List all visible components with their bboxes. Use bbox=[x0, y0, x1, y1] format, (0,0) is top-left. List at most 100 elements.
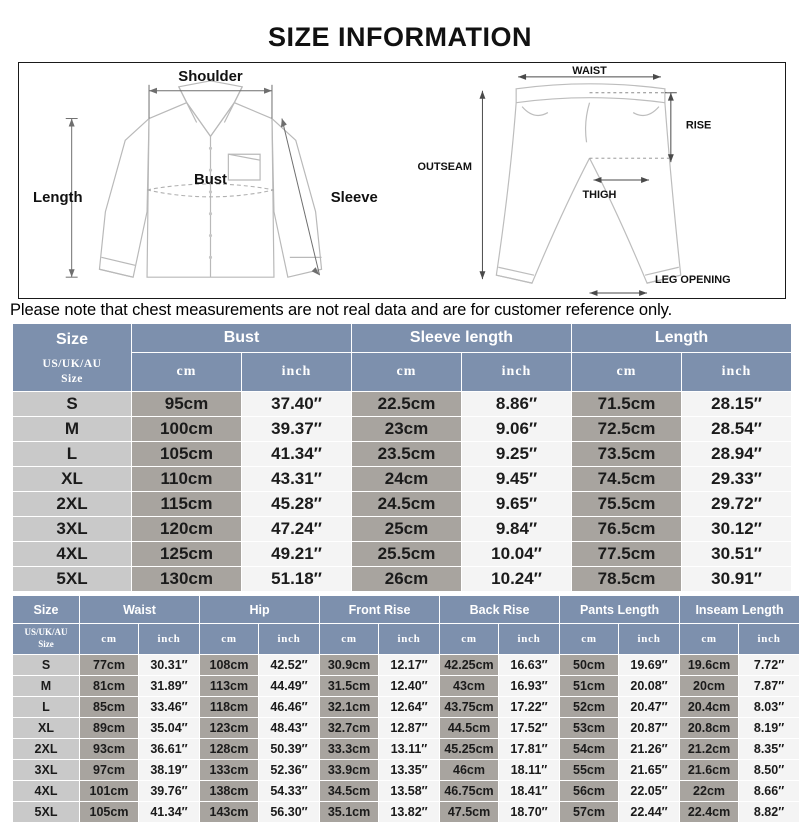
header2-size-sub-line1: US/UK/AU bbox=[24, 627, 68, 638]
header2-unit-inch-hip: inch bbox=[259, 624, 320, 654]
header-unit-inch-sleeve: inch bbox=[462, 353, 571, 391]
cell-cm: 76.5cm bbox=[572, 517, 681, 541]
cell-inch: 46.46″ bbox=[259, 697, 320, 717]
table-row: L 105cm 41.34″ 23.5cm 9.25″ 73.5cm 28.94″ bbox=[13, 442, 792, 466]
cell-cm: 77.5cm bbox=[572, 542, 681, 566]
cell-inch: 30.12″ bbox=[682, 517, 792, 541]
table-header-unit-row: cm inch cm inch cm inch bbox=[13, 353, 792, 391]
cell-inch: 13.35″ bbox=[379, 760, 440, 780]
cell-inch: 8.35″ bbox=[739, 739, 800, 759]
cell-size: XL bbox=[13, 718, 79, 738]
cell-inch: 18.41″ bbox=[499, 781, 560, 801]
cell-inch: 20.47″ bbox=[619, 697, 680, 717]
cell-inch: 28.15″ bbox=[682, 392, 792, 416]
cell-inch: 50.39″ bbox=[259, 739, 320, 759]
cell-cm: 44.5cm bbox=[440, 718, 499, 738]
cell-size: L bbox=[13, 442, 131, 466]
cell-size: 2XL bbox=[13, 739, 79, 759]
cell-cm: 56cm bbox=[560, 781, 619, 801]
header-size-label: Size bbox=[55, 331, 88, 348]
table-row: XL 110cm 43.31″ 24cm 9.45″ 74.5cm 29.33″ bbox=[13, 467, 792, 491]
cell-cm: 57cm bbox=[560, 802, 619, 822]
header-unit-cm-bust: cm bbox=[132, 353, 241, 391]
header2-size-sub-line2: Size bbox=[38, 639, 54, 649]
cell-cm: 130cm bbox=[132, 567, 241, 591]
table-row: M 100cm 39.37″ 23cm 9.06″ 72.5cm 28.54″ bbox=[13, 417, 792, 441]
cell-cm: 75.5cm bbox=[572, 492, 681, 516]
cell-inch: 19.69″ bbox=[619, 655, 680, 675]
cell-cm: 51cm bbox=[560, 676, 619, 696]
header2-unit-cm-inseam-length: cm bbox=[680, 624, 739, 654]
cell-inch: 36.61″ bbox=[139, 739, 199, 759]
cell-cm: 43cm bbox=[440, 676, 499, 696]
header2-unit-inch-pants-length: inch bbox=[619, 624, 680, 654]
header-group-hip: Hip bbox=[200, 596, 320, 623]
cell-cm: 74.5cm bbox=[572, 467, 681, 491]
bottom-table-body: S 77cm 30.31″ 108cm 42.52″ 30.9cm 12.17″ 42.25c… bbox=[13, 655, 800, 822]
cell-cm: 52cm bbox=[560, 697, 619, 717]
cell-cm: 54cm bbox=[560, 739, 619, 759]
cell-inch: 33.46″ bbox=[139, 697, 199, 717]
table2-header-unit-row: US/UK/AU Size cm inch cm inch cm inch cm… bbox=[13, 624, 800, 654]
cell-cm: 47.5cm bbox=[440, 802, 499, 822]
cell-cm: 20.8cm bbox=[680, 718, 739, 738]
cell-cm: 26cm bbox=[352, 567, 461, 591]
table-row: M 81cm 31.89″ 113cm 44.49″ 31.5cm 12.40″ 43cm 16… bbox=[13, 676, 800, 696]
cell-inch: 17.22″ bbox=[499, 697, 560, 717]
header-size-sub-line1: US/UK/AU bbox=[42, 358, 102, 370]
cell-inch: 20.87″ bbox=[619, 718, 680, 738]
cell-cm: 45.25cm bbox=[440, 739, 499, 759]
cell-inch: 7.72″ bbox=[739, 655, 800, 675]
cell-cm: 105cm bbox=[80, 802, 138, 822]
table-header-group-row: Size US/UK/AU Size Bust Sleeve length Leng… bbox=[13, 324, 792, 391]
pants-label-rise: RISE bbox=[686, 119, 711, 131]
shirt-label-shoulder: Shoulder bbox=[178, 69, 243, 85]
header2-unit-cm-pants-length: cm bbox=[560, 624, 619, 654]
cell-cm: 33.3cm bbox=[320, 739, 379, 759]
top-table-body: S 95cm 37.40″ 22.5cm 8.86″ 71.5cm 28.15″ M 100cm… bbox=[13, 392, 792, 591]
cell-cm: 143cm bbox=[200, 802, 258, 822]
cell-cm: 55cm bbox=[560, 760, 619, 780]
cell-size: 5XL bbox=[13, 802, 79, 822]
table-row: 4XL 101cm 39.76″ 138cm 54.33″ 34.5cm 13.58″ 46.… bbox=[13, 781, 800, 801]
cell-cm: 81cm bbox=[80, 676, 138, 696]
header-group-inseam-length: Inseam Length bbox=[680, 596, 800, 623]
cell-size: S bbox=[13, 655, 79, 675]
cell-inch: 41.34″ bbox=[139, 802, 199, 822]
cell-cm: 25.5cm bbox=[352, 542, 461, 566]
pants-label-leg-opening: LEG OPENING bbox=[655, 274, 731, 286]
header-unit-cm-length: cm bbox=[572, 353, 681, 391]
table-row: L 85cm 33.46″ 118cm 46.46″ 32.1cm 12.64″ 43.75c… bbox=[13, 697, 800, 717]
cell-cm: 95cm bbox=[132, 392, 241, 416]
measurement-diagram-box: Shoulder Bust Length Sleeve bbox=[18, 62, 786, 299]
cell-inch: 9.65″ bbox=[462, 492, 571, 516]
header-group-back-rise: Back Rise bbox=[440, 596, 560, 623]
cell-size: 5XL bbox=[13, 567, 131, 591]
cell-cm: 50cm bbox=[560, 655, 619, 675]
header-group-front-rise: Front Rise bbox=[320, 596, 440, 623]
cell-cm: 21.2cm bbox=[680, 739, 739, 759]
cell-cm: 73.5cm bbox=[572, 442, 681, 466]
cell-cm: 89cm bbox=[80, 718, 138, 738]
table-row: 5XL 130cm 51.18″ 26cm 10.24″ 78.5cm 30.91″ bbox=[13, 567, 792, 591]
shirt-label-bust: Bust bbox=[194, 172, 227, 188]
cell-cm: 101cm bbox=[80, 781, 138, 801]
header-group-length: Length bbox=[572, 324, 792, 352]
cell-inch: 20.08″ bbox=[619, 676, 680, 696]
header-group-waist: Waist bbox=[80, 596, 199, 623]
header2-unit-inch-back-rise: inch bbox=[499, 624, 560, 654]
cell-inch: 22.05″ bbox=[619, 781, 680, 801]
cell-inch: 8.03″ bbox=[739, 697, 800, 717]
table2-header-group-row: Size Waist Hip Front Rise Back Rise Pant… bbox=[13, 596, 800, 623]
cell-cm: 25cm bbox=[352, 517, 461, 541]
table-row: S 95cm 37.40″ 22.5cm 8.86″ 71.5cm 28.15″ bbox=[13, 392, 792, 416]
table-row: 2XL 115cm 45.28″ 24.5cm 9.65″ 75.5cm 29.72″ bbox=[13, 492, 792, 516]
cell-cm: 22.5cm bbox=[352, 392, 461, 416]
header-unit-inch-bust: inch bbox=[242, 353, 351, 391]
table-row: 3XL 97cm 38.19″ 133cm 52.36″ 33.9cm 13.35″ 46cm… bbox=[13, 760, 800, 780]
cell-inch: 52.36″ bbox=[259, 760, 320, 780]
cell-cm: 118cm bbox=[200, 697, 258, 717]
cell-inch: 7.87″ bbox=[739, 676, 800, 696]
cell-cm: 24.5cm bbox=[352, 492, 461, 516]
shirt-label-length: Length bbox=[33, 190, 83, 206]
